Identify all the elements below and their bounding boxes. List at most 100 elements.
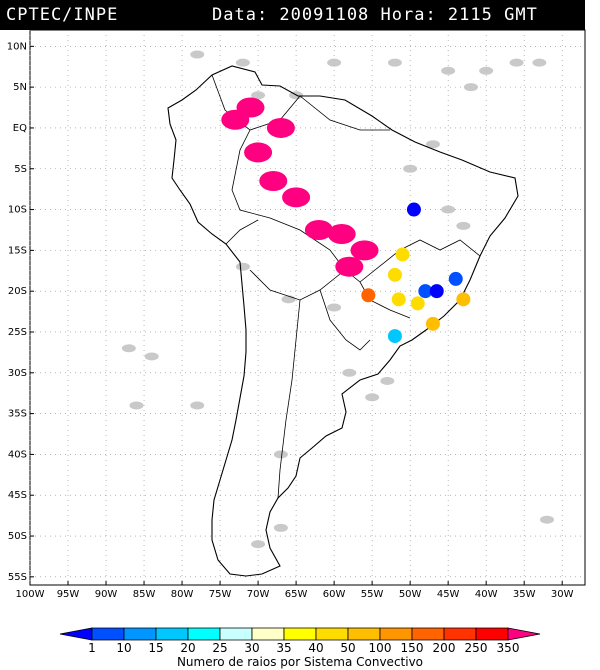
lon-tick-label: 45W <box>437 589 460 600</box>
cloud-patch <box>251 91 266 100</box>
cloud-patch <box>380 376 395 385</box>
cloud-patch <box>235 58 250 67</box>
colorbar-segment <box>411 627 445 641</box>
lat-tick-label: 35S <box>8 409 27 420</box>
colorbar-label: 15 <box>148 641 163 654</box>
lat-tick-label: EQ <box>13 123 27 134</box>
colorbar-segment <box>59 627 93 641</box>
longitude-labels: 100W 95W 90W 85W 80W 75W 70W 65W 60W 55W 50W 45W 40W… <box>16 581 574 600</box>
colorbar-segment <box>475 627 509 641</box>
colorbar-label: 50 <box>340 641 355 654</box>
cloud-patch <box>144 352 159 361</box>
latitude-labels: 10N 5N EQ 5S 10S 15S 20S 25S 30S 35S 40S 45S 50S 55S <box>7 41 34 583</box>
cloud-patch <box>532 58 547 67</box>
lat-tick-label: 40S <box>8 449 27 460</box>
cloud-patch <box>456 221 471 230</box>
cloud-patch <box>342 368 357 377</box>
datetime-label: Data: 20091108 Hora: 2115 GMT <box>212 5 538 25</box>
lon-tick-label: 100W <box>16 589 45 600</box>
colorbar-segment <box>251 627 285 641</box>
cloud-patch <box>539 515 554 524</box>
colorbar-label: 200 <box>433 641 456 654</box>
cloud-patch <box>479 66 494 75</box>
cloud-patch <box>251 540 266 549</box>
colorbar-segment <box>123 627 157 641</box>
cloud-patch <box>403 164 418 173</box>
lon-tick-label: 65W <box>285 589 308 600</box>
lat-tick-label: 5S <box>14 164 27 175</box>
convective-systems <box>221 97 471 344</box>
colorbar-segment <box>315 627 349 641</box>
convective-system <box>236 97 265 118</box>
colorbar-title: Numero de raios por Sistema Convectivo <box>176 655 424 669</box>
colorbar-segment <box>283 627 317 641</box>
cloud-patch <box>190 401 205 410</box>
colorbar: 1 10 15 20 25 30 35 40 50 100 150 200 250 350 <box>59 627 541 654</box>
cloud-patch <box>190 50 205 59</box>
convective-system <box>387 329 402 344</box>
colorbar-segment <box>155 627 189 641</box>
source-label: CPTEC/INPE <box>6 5 119 25</box>
convective-system <box>456 292 471 307</box>
lon-tick-label: 85W <box>133 589 156 600</box>
convective-system <box>335 256 364 277</box>
colorbar-label: 30 <box>244 641 259 654</box>
lat-tick-label: 25S <box>8 327 27 338</box>
cloud-cover <box>121 50 554 549</box>
convective-system <box>395 247 410 262</box>
convective-system <box>327 224 356 245</box>
cloud-patch <box>129 401 144 410</box>
cloud-patch <box>273 523 288 532</box>
colorbar-segment <box>347 627 381 641</box>
lat-tick-label: 50S <box>8 531 27 542</box>
colorbar-label: 40 <box>308 641 323 654</box>
lon-tick-label: 50W <box>399 589 422 600</box>
colorbar-label: 250 <box>465 641 488 654</box>
cloud-patch <box>121 344 136 353</box>
lat-tick-label: 30S <box>8 368 27 379</box>
colorbar-label: 20 <box>180 641 195 654</box>
colorbar-label: 350 <box>497 641 520 654</box>
cloud-patch <box>327 303 342 312</box>
lon-tick-label: 55W <box>361 589 384 600</box>
lat-tick-label: 55S <box>8 572 27 583</box>
south-america-coastline <box>167 65 519 577</box>
lon-tick-label: 60W <box>323 589 346 600</box>
lon-tick-label: 90W <box>95 589 118 600</box>
lon-tick-label: 70W <box>247 589 270 600</box>
convective-system <box>406 202 421 217</box>
colorbar-label: 150 <box>401 641 424 654</box>
convective-system <box>425 316 440 331</box>
cloud-patch <box>441 205 456 214</box>
cloud-patch <box>463 83 478 92</box>
lat-tick-label: 15S <box>8 245 27 256</box>
colorbar-segment <box>379 627 413 641</box>
convective-system <box>448 271 463 286</box>
convective-system <box>244 142 273 163</box>
cloud-patch <box>387 58 402 67</box>
colorbar-label: 25 <box>212 641 227 654</box>
lat-tick-label: 10N <box>7 41 27 52</box>
convective-system <box>259 170 288 191</box>
convective-system <box>304 219 333 240</box>
colorbar-label: 100 <box>369 641 392 654</box>
convective-system <box>350 240 379 261</box>
colorbar-segment <box>91 627 125 641</box>
cloud-patch <box>441 66 456 75</box>
cloud-patch <box>425 140 440 149</box>
convective-system <box>282 187 311 208</box>
colorbar-segment <box>507 627 541 641</box>
convective-system <box>361 288 376 303</box>
colorbar-segment <box>187 627 221 641</box>
lon-tick-label: 80W <box>171 589 194 600</box>
lat-tick-label: 20S <box>8 286 27 297</box>
cloud-patch <box>365 393 380 402</box>
lon-tick-label: 30W <box>551 589 574 600</box>
cloud-patch <box>509 58 524 67</box>
lon-tick-label: 40W <box>475 589 498 600</box>
lon-tick-label: 95W <box>57 589 80 600</box>
convective-system <box>418 284 433 299</box>
map-frame <box>29 29 586 586</box>
convective-system <box>429 284 444 299</box>
cloud-patch <box>327 58 342 67</box>
